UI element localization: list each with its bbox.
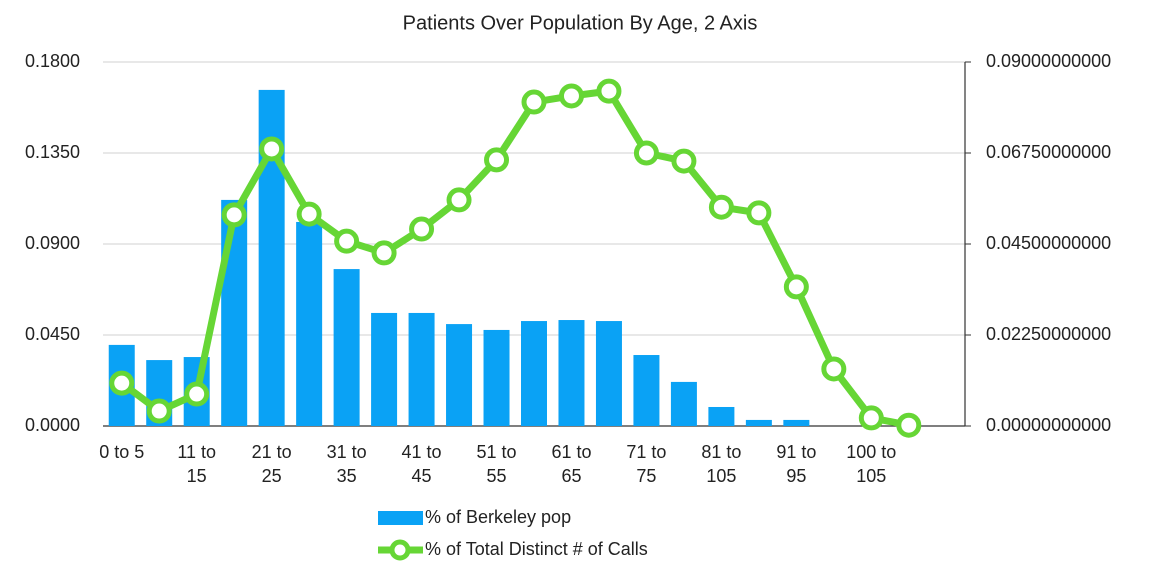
line-marker: [671, 148, 697, 174]
line-marker: [334, 228, 360, 254]
line-marker: [446, 187, 472, 213]
y2-tick-label: 0.02250000000: [986, 324, 1111, 344]
line-marker: [221, 202, 247, 228]
y-tick-label: 0.1350: [25, 142, 80, 162]
bar: [745, 419, 772, 426]
y-tick-label: 0.0000: [25, 415, 80, 435]
legend-label: % of Berkeley pop: [425, 507, 571, 527]
x-tick-label: 41 to 45: [401, 442, 442, 486]
x-tick-label: 61 to 65: [551, 442, 592, 486]
chart-title: Patients Over Population By Age, 2 Axis: [403, 12, 758, 34]
x-tick-label: 91 to 95: [776, 442, 817, 486]
line-marker: [558, 83, 584, 109]
line-marker: [259, 136, 285, 162]
x-tick-label: 31 to 35: [326, 442, 367, 486]
bar: [783, 419, 810, 426]
bar: [633, 355, 660, 426]
bar: [333, 269, 360, 426]
line-marker: [821, 356, 847, 382]
x-tick-label: 11 to 15: [177, 442, 217, 486]
bar: [483, 329, 510, 426]
bar: [371, 312, 398, 426]
line-marker: [896, 412, 922, 438]
legend-label: % of Total Distinct # of Calls: [425, 539, 648, 559]
bar: [408, 312, 435, 426]
x-tick-label: 71 to 75: [626, 442, 667, 486]
bar: [221, 199, 248, 426]
x-tick-label: 51 to 55: [476, 442, 517, 486]
line-marker: [484, 147, 510, 173]
legend-swatch: [389, 539, 411, 561]
line: [119, 87, 910, 429]
y-tick-label: 0.0450: [25, 324, 80, 344]
bar: [446, 324, 473, 426]
y2-tick-label: 0.00000000000: [986, 415, 1111, 435]
line-marker: [596, 78, 622, 104]
bar: [296, 221, 323, 426]
legend-swatch: [378, 511, 423, 525]
y2-tick-label: 0.06750000000: [986, 142, 1111, 162]
bar: [708, 406, 735, 426]
line-marker: [633, 140, 659, 166]
bar: [521, 321, 547, 426]
y-tick-label: 0.0900: [25, 233, 80, 253]
line-marker: [296, 201, 322, 227]
line-marker: [409, 216, 435, 242]
line-marker: [521, 89, 547, 115]
x-tick-label: 81 to 105: [701, 442, 742, 486]
x-tick-label: 0 to 5: [99, 442, 145, 462]
y-tick-label: 0.1800: [25, 51, 80, 71]
y2-tick-label: 0.09000000000: [986, 51, 1111, 71]
line-marker: [146, 398, 172, 424]
line-marker: [783, 274, 809, 300]
line-marker: [858, 405, 884, 431]
line-marker: [184, 381, 210, 407]
line-marker: [371, 240, 397, 266]
x-tick-label: 100 to 105: [846, 442, 897, 486]
y2-tick-label: 0.04500000000: [986, 233, 1111, 253]
bar: [558, 320, 585, 426]
line-marker: [746, 200, 772, 226]
bar: [670, 381, 697, 426]
line-marker: [109, 370, 135, 396]
line-marker: [708, 194, 734, 220]
x-tick-label: 21 to 25: [251, 442, 292, 486]
bar: [595, 321, 622, 426]
